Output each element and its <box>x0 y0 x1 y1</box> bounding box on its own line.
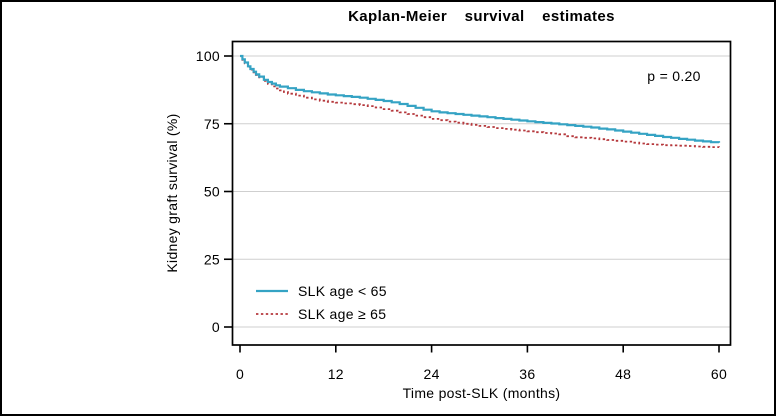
p-value-annotation: p = 0.20 <box>647 68 701 84</box>
y-tick-label-0: 0 <box>212 319 220 335</box>
x-tick-label-0: 0 <box>236 366 244 382</box>
y-tick-label-100: 100 <box>196 48 220 64</box>
legend: SLK age < 65 SLK age ≥ 65 <box>255 282 387 328</box>
series-line-slk-65-plus <box>240 55 720 148</box>
x-tick-label-60: 60 <box>711 366 727 382</box>
x-axis-label: Time post-SLK (months) <box>402 385 561 401</box>
x-tick-label-48: 48 <box>615 366 631 382</box>
y-tick-label-25: 25 <box>204 251 220 267</box>
legend-item-slk-65-plus: SLK age ≥ 65 <box>255 305 387 322</box>
y-tick-label-50: 50 <box>204 184 220 200</box>
series-line-slk-under-65 <box>240 54 721 144</box>
x-tick-label-12: 12 <box>328 366 344 382</box>
x-tick-label-36: 36 <box>519 366 535 382</box>
x-tick-label-24: 24 <box>424 366 440 382</box>
legend-label-slk-under-65: SLK age < 65 <box>298 282 387 299</box>
legend-label-slk-65-plus: SLK age ≥ 65 <box>298 305 387 322</box>
legend-line-dotted-icon <box>256 312 288 315</box>
legend-line-solid-icon <box>256 289 288 292</box>
plot-border <box>231 40 732 346</box>
chart-title: Kaplan-Meier survival estimates <box>348 8 615 25</box>
legend-item-slk-under-65: SLK age < 65 <box>255 282 387 299</box>
y-tick-label-75: 75 <box>204 116 220 132</box>
